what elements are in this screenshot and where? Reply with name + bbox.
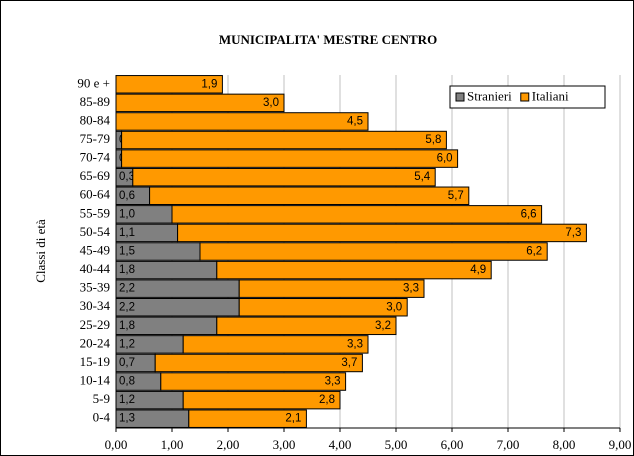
- bar: [216, 260, 492, 280]
- bar: [115, 112, 369, 131]
- data-label: 0,7: [119, 357, 135, 369]
- data-label: 5,8: [425, 134, 441, 146]
- x-tick-label: 6,00: [441, 437, 464, 452]
- bar: [160, 372, 347, 391]
- data-label: 3,3: [325, 376, 341, 388]
- data-label: 4,9: [470, 264, 486, 276]
- bar: [188, 409, 307, 428]
- y-tick-label: 65-69: [80, 168, 110, 183]
- x-tick-label: 4,00: [329, 437, 352, 452]
- bar: [121, 149, 459, 168]
- legend-label: Italiani: [532, 88, 569, 103]
- bar: [238, 279, 425, 298]
- y-tick-label: 50-54: [80, 224, 111, 239]
- data-label: 1,3: [119, 413, 135, 425]
- data-label: 0,6: [119, 190, 135, 202]
- y-tick-label: 80-84: [80, 112, 111, 127]
- y-tick-label: 15-19: [80, 354, 110, 369]
- bar: [121, 130, 447, 150]
- data-label: 2,8: [319, 394, 335, 406]
- y-tick-label: 40-44: [80, 261, 111, 276]
- y-tick-label: 0-4: [93, 410, 111, 425]
- legend-label: Stranieri: [467, 88, 512, 103]
- y-tick-label: 70-74: [80, 150, 111, 165]
- bar: [238, 298, 408, 317]
- bar: [154, 353, 363, 373]
- data-label: 6,2: [526, 246, 542, 258]
- bar: [149, 186, 470, 205]
- data-label: 1,5: [119, 246, 135, 258]
- data-label: 1,9: [201, 78, 217, 90]
- x-tick-label: 0,00: [105, 437, 128, 452]
- y-tick-label: 35-39: [80, 280, 110, 295]
- data-label: 1,1: [119, 227, 135, 239]
- x-tick-label: 3,00: [273, 437, 296, 452]
- bar: [182, 390, 341, 410]
- x-tick-label: 2,00: [217, 437, 240, 452]
- data-label: 4,5: [347, 115, 363, 127]
- y-tick-label: 60-64: [80, 187, 111, 202]
- data-label: 1,2: [119, 338, 135, 350]
- bar: [132, 167, 436, 187]
- data-label: 0,3: [119, 171, 135, 183]
- data-label: 3,0: [263, 97, 279, 109]
- data-label: 5,7: [448, 190, 464, 202]
- data-label: 1,8: [119, 320, 135, 332]
- data-label: 1,8: [119, 264, 135, 276]
- y-axis-title: Classi di età: [33, 219, 48, 283]
- data-label: 3,3: [347, 338, 363, 350]
- legend-swatch: [520, 92, 530, 102]
- data-label: 3,0: [386, 301, 402, 313]
- data-label: 2,2: [119, 283, 135, 295]
- y-tick-label: 55-59: [80, 205, 110, 220]
- y-tick-label: 10-14: [80, 373, 111, 388]
- y-tick-label: 75-79: [80, 131, 110, 146]
- data-label: 2,2: [119, 301, 135, 313]
- bar: [171, 205, 543, 224]
- data-label: 6,6: [521, 208, 537, 220]
- x-tick-label: 7,00: [497, 437, 520, 452]
- data-label: 7,3: [565, 227, 581, 239]
- x-tick-label: 8,00: [553, 437, 576, 452]
- bar: [177, 223, 587, 243]
- bar: [115, 75, 223, 94]
- data-label: 1,2: [119, 394, 135, 406]
- data-label: 1,0: [119, 208, 135, 220]
- data-label: 3,7: [341, 357, 357, 369]
- bar: [216, 316, 397, 336]
- y-tick-label: 5-9: [93, 391, 110, 406]
- bar: [182, 335, 369, 354]
- data-label: 6,0: [437, 153, 453, 165]
- y-tick-label: 45-49: [80, 242, 110, 257]
- y-tick-label: 30-34: [80, 298, 111, 313]
- y-tick-label: 90 e +: [77, 75, 110, 90]
- legend-swatch: [455, 92, 465, 102]
- data-label: 3,3: [403, 283, 419, 295]
- data-label: 0,8: [119, 376, 135, 388]
- data-label: 3,2: [375, 320, 391, 332]
- x-tick-label: 1,00: [161, 437, 184, 452]
- data-label: 5,4: [414, 171, 431, 183]
- bar: [115, 93, 285, 113]
- data-label: 2,1: [285, 413, 301, 425]
- bar: [199, 242, 548, 261]
- x-tick-label: 5,00: [385, 437, 408, 452]
- y-tick-label: 85-89: [80, 94, 110, 109]
- y-tick-label: 20-24: [80, 335, 111, 350]
- x-tick-label: 9,00: [609, 437, 632, 452]
- chart-title: MUNICIPALITA' MESTRE CENTRO: [219, 32, 437, 47]
- y-tick-label: 25-29: [80, 317, 110, 332]
